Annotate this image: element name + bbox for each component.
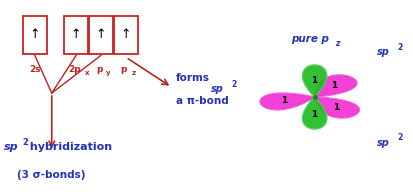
Text: a π-bond: a π-bond: [176, 96, 228, 106]
Text: p: p: [120, 65, 127, 74]
Text: pure p: pure p: [291, 34, 329, 44]
Text: 1: 1: [332, 103, 339, 112]
Text: 2: 2: [396, 133, 401, 142]
FancyBboxPatch shape: [23, 16, 47, 54]
Text: 2: 2: [22, 138, 28, 147]
Text: 1: 1: [311, 110, 317, 119]
Polygon shape: [314, 97, 358, 118]
Text: z: z: [131, 70, 135, 76]
Text: x: x: [85, 70, 89, 76]
Polygon shape: [314, 75, 356, 97]
Text: 2: 2: [231, 80, 236, 89]
Text: p: p: [95, 65, 102, 74]
Text: (3 σ-bonds): (3 σ-bonds): [17, 170, 85, 180]
Text: ↑: ↑: [71, 28, 81, 42]
Polygon shape: [302, 65, 326, 97]
Text: forms: forms: [176, 73, 209, 83]
Text: ↑: ↑: [120, 28, 131, 42]
Text: 2: 2: [396, 43, 401, 52]
Text: ↑: ↑: [95, 28, 106, 42]
Text: 1: 1: [331, 81, 337, 90]
FancyBboxPatch shape: [64, 16, 88, 54]
Text: ↑: ↑: [29, 28, 40, 42]
Text: 1: 1: [311, 76, 317, 85]
Text: sp: sp: [376, 47, 388, 57]
Text: 1: 1: [281, 96, 287, 105]
FancyBboxPatch shape: [89, 16, 113, 54]
Text: z: z: [335, 39, 339, 48]
FancyBboxPatch shape: [114, 16, 138, 54]
Text: 2p: 2p: [68, 65, 80, 74]
Text: sp: sp: [376, 138, 388, 148]
Text: sp: sp: [4, 142, 19, 152]
Text: sp: sp: [211, 84, 223, 94]
Polygon shape: [259, 93, 314, 110]
Polygon shape: [302, 97, 326, 129]
Text: hybridization: hybridization: [26, 142, 112, 152]
Text: y: y: [106, 70, 111, 76]
Text: 2s: 2s: [29, 65, 40, 74]
